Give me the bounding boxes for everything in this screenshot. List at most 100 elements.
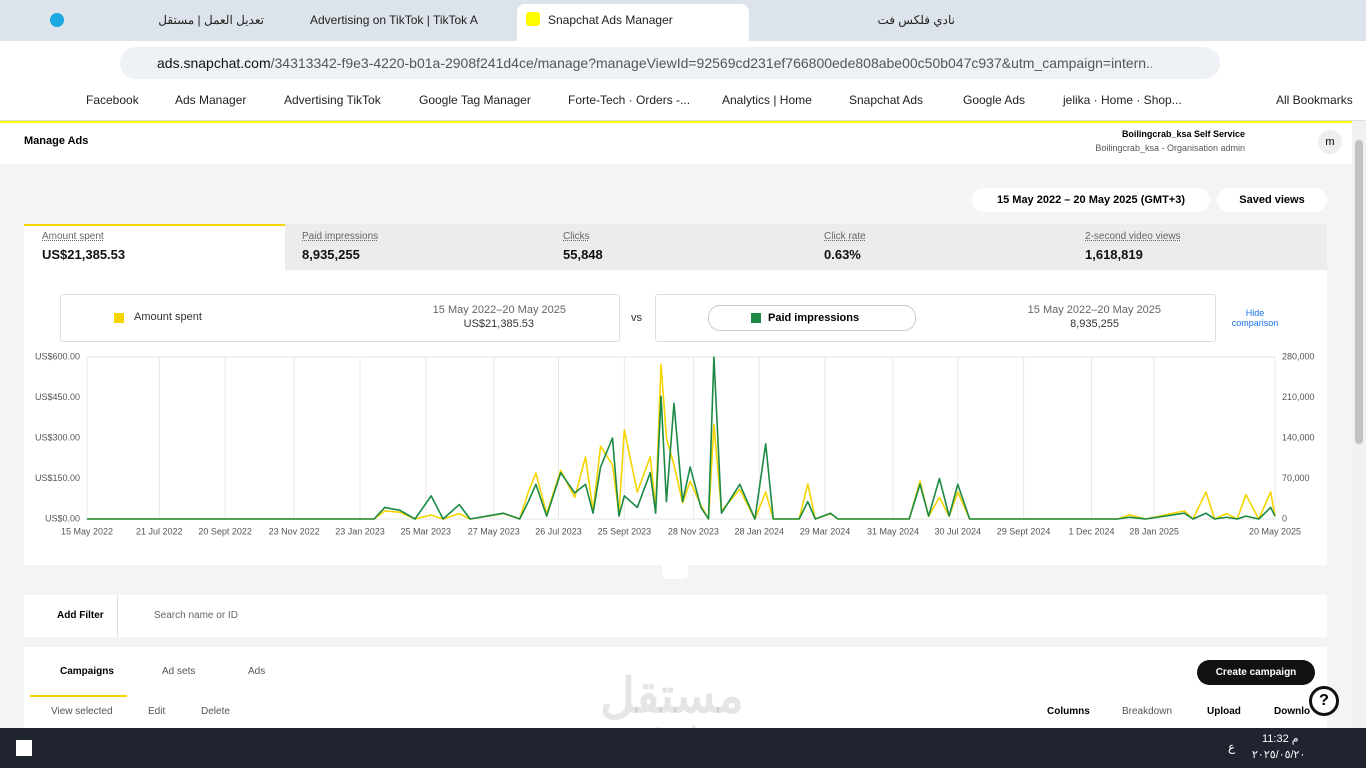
x-tick-label: 29 Sept 2024: [997, 526, 1051, 536]
x-tick-label: 1 Dec 2024: [1069, 526, 1115, 536]
tab-icon: [50, 13, 64, 27]
legend-swatch: [114, 313, 124, 323]
x-tick-label: 20 May 2025: [1249, 526, 1301, 536]
period: 15 May 2022–20 May 2025: [1027, 304, 1161, 316]
metric-value: 8,935,255: [302, 247, 360, 262]
tool[interactable]: Downlo: [1274, 706, 1311, 717]
all-bookmarks[interactable]: All Bookmarks: [1276, 93, 1353, 107]
metric-label[interactable]: Clicks: [563, 231, 590, 242]
org-name: Boilingcrab_ksa - Organisation admin: [1095, 143, 1245, 153]
y2-tick-label: 70,000: [1282, 473, 1310, 483]
hide-comparison[interactable]: Hide comparison: [1231, 308, 1279, 328]
x-tick-label: 28 Jan 2025: [1129, 526, 1179, 536]
x-tick-label: 23 Nov 2022: [269, 526, 320, 536]
x-tick-label: 20 Sept 2022: [198, 526, 252, 536]
x-tick-label: 26 Jul 2023: [535, 526, 582, 536]
metric-label[interactable]: 2-second video views: [1085, 231, 1181, 242]
metric-value: 55,848: [563, 247, 603, 262]
x-tick-label: 29 Mar 2024: [800, 526, 851, 536]
y2-tick-label: 0: [1282, 513, 1287, 523]
metric-value: 1,618,819: [1085, 247, 1143, 262]
tab[interactable]: تعديل العمل | مستقل: [158, 13, 264, 27]
bookmark[interactable]: Snapchat Ads: [849, 93, 924, 107]
y-tick-label: US$300.00: [35, 432, 80, 442]
tab[interactable]: نادي فلكس فت: [877, 13, 955, 27]
period: 15 May 2022–20 May 2025: [432, 304, 566, 316]
tool[interactable]: Breakdown: [1122, 706, 1173, 717]
x-tick-label: 28 Jan 2024: [734, 526, 784, 536]
metric-label[interactable]: Click rate: [824, 231, 866, 242]
tool[interactable]: Columns: [1047, 706, 1090, 717]
tab-underline: [30, 695, 127, 697]
metric-value: 0.63%: [824, 247, 861, 262]
clock-date: ٢٠٢٥/٠٥/٢٠: [1252, 749, 1306, 761]
manage-ads-menu[interactable]: Manage Ads: [24, 135, 89, 147]
bookmark[interactable]: Analytics | Home: [722, 93, 812, 107]
add-filter[interactable]: Add Filter: [57, 610, 104, 621]
app-header: [0, 121, 1352, 164]
tab-icon: [526, 12, 540, 26]
metric-value: US$21,385.53: [42, 247, 126, 262]
period-total: US$21,385.53: [463, 318, 534, 330]
y2-tick-label: 140,000: [1282, 432, 1315, 442]
x-tick-label: 27 May 2023: [468, 526, 520, 536]
bookmark[interactable]: Google Ads: [963, 93, 1026, 107]
period-total: 8,935,255: [1070, 318, 1119, 330]
saved-views[interactable]: Saved views: [1217, 188, 1327, 212]
taskbar: [0, 728, 1366, 768]
y-tick-label: US$150.00: [35, 473, 80, 483]
compare-metric-select[interactable]: [708, 305, 916, 331]
scroll-thumb[interactable]: [1355, 140, 1363, 444]
create-campaign[interactable]: Create campaign: [1197, 660, 1315, 685]
x-tick-label: 21 Jul 2022: [136, 526, 183, 536]
x-tick-label: 25 Mar 2023: [401, 526, 452, 536]
bookmark[interactable]: jelika · Home · Shop...: [1063, 93, 1182, 107]
bookmarks-bar: [0, 85, 1366, 121]
table-panel: [24, 647, 1327, 728]
y-tick-label: US$0.00: [45, 513, 80, 523]
bookmark[interactable]: Advertising TikTok: [284, 93, 381, 107]
avatar[interactable]: m: [1318, 130, 1342, 154]
bookmark[interactable]: Google Tag Manager: [419, 93, 531, 107]
level-tab[interactable]: Ad sets: [162, 666, 196, 677]
collapse-chart[interactable]: [662, 563, 688, 579]
start-button[interactable]: [16, 740, 32, 756]
level-tab[interactable]: Campaigns: [60, 666, 114, 677]
url[interactable]: ads.snapchat.com/34313342-f9e3-4220-b01a…: [157, 55, 1152, 71]
level-tab[interactable]: Ads: [248, 666, 266, 677]
y-tick-label: US$600.00: [35, 351, 80, 361]
help-button[interactable]: ?: [1309, 686, 1339, 716]
active-tab[interactable]: [517, 4, 749, 41]
series-line: [87, 356, 1276, 520]
legend-entry[interactable]: Paid impressions: [768, 312, 860, 324]
legend-entry: Amount spent: [134, 311, 202, 323]
address-bar[interactable]: [120, 47, 1220, 79]
tab[interactable]: Snapchat Ads Manager: [548, 13, 673, 27]
compare-box-b: [655, 294, 1216, 342]
tool[interactable]: Upload: [1207, 706, 1241, 717]
filter-bar: [24, 595, 1327, 637]
action[interactable]: Edit: [148, 706, 166, 717]
input-language[interactable]: ع: [1228, 740, 1236, 754]
search[interactable]: Search name or ID: [154, 610, 238, 621]
bookmark[interactable]: Facebook: [86, 93, 139, 107]
y2-tick-label: 210,000: [1282, 392, 1315, 402]
action[interactable]: View selected: [51, 706, 113, 717]
x-tick-label: 28 Nov 2023: [668, 526, 719, 536]
action[interactable]: Delete: [201, 706, 230, 717]
url-path: /34313342-f9e3-4220-b01a-2908f241d4ce/ma…: [270, 55, 1152, 71]
y2-tick-label: 280,000: [1282, 351, 1315, 361]
bookmark[interactable]: Ads Manager: [175, 93, 247, 107]
bookmark[interactable]: Forte-Tech · Orders -...: [568, 93, 691, 107]
metric-label[interactable]: Paid impressions: [302, 231, 379, 242]
x-tick-label: 30 Jul 2024: [934, 526, 981, 536]
metric-label[interactable]: Amount spent: [42, 231, 104, 242]
watermark: مستقل: [600, 670, 744, 723]
date-range[interactable]: 15 May 2022 – 20 May 2025 (GMT+3): [972, 188, 1210, 212]
account-name[interactable]: Boilingcrab_ksa Self Service: [1121, 129, 1245, 139]
tab[interactable]: Advertising on TikTok | TikTok A: [310, 13, 478, 27]
vs: vs: [631, 312, 642, 324]
metric-selected[interactable]: [24, 224, 285, 272]
